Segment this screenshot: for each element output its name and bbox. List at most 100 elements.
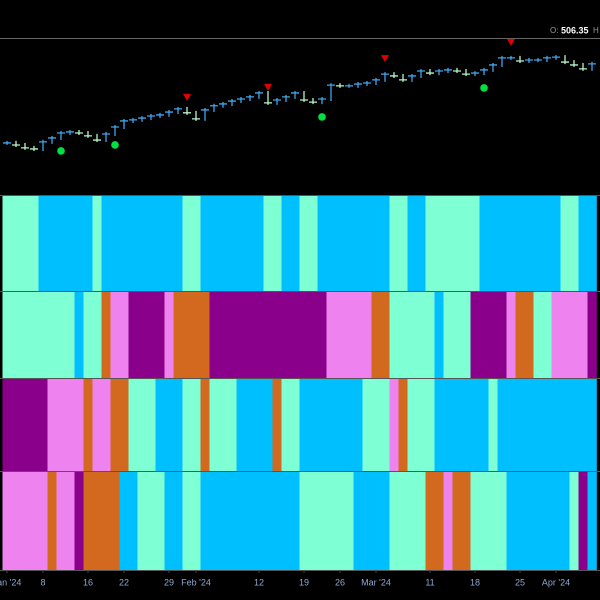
signal-band [29, 472, 39, 570]
price-bar [543, 55, 551, 62]
signal-band [137, 196, 147, 291]
signal-band [92, 292, 102, 378]
signal-band [92, 472, 102, 570]
signal-band [389, 292, 399, 378]
signal-band [29, 379, 39, 471]
signal-band [398, 292, 408, 378]
signal-band [380, 292, 390, 378]
signal-band [146, 379, 156, 471]
signal-band [452, 472, 462, 570]
signal-band [380, 379, 390, 471]
signal-band [101, 472, 111, 570]
signal-band [137, 379, 147, 471]
price-bar [390, 72, 398, 78]
signal-band [335, 472, 345, 570]
signal-band [83, 196, 93, 291]
signal-band [218, 379, 228, 471]
signal-band [20, 472, 30, 570]
signal-band [434, 292, 444, 378]
signal-band [227, 379, 237, 471]
price-bar [372, 77, 380, 86]
signal-band [83, 292, 93, 378]
price-bar [471, 71, 479, 77]
signal-band [551, 379, 561, 471]
signal-band [389, 379, 399, 471]
signal-band [83, 379, 93, 471]
x-tick-label: Mar '24 [361, 577, 391, 587]
signal-band [569, 472, 579, 570]
signal-band [542, 292, 552, 378]
signal-band [506, 379, 516, 471]
signal-band [362, 292, 372, 378]
signal-band [65, 379, 75, 471]
sell-signal [264, 83, 272, 91]
signal-band [92, 379, 102, 471]
signal-band [299, 292, 309, 378]
signal-band [578, 196, 588, 291]
signal-band [407, 292, 417, 378]
signal-band [191, 472, 201, 570]
price-bar [39, 139, 47, 151]
signal-band [569, 379, 579, 471]
signal-band [371, 379, 381, 471]
price-bar [435, 68, 443, 76]
x-tick-label: 29 [164, 577, 174, 587]
signal-band [317, 379, 327, 471]
price-bar [588, 61, 596, 71]
price-bar [318, 96, 326, 105]
price-bar [66, 129, 74, 135]
signal-band [371, 472, 381, 570]
signal-band [29, 196, 39, 291]
signal-band [470, 379, 480, 471]
signal-band [236, 472, 246, 570]
signal-band [182, 196, 192, 291]
signal-band [533, 472, 543, 570]
signal-band [164, 379, 174, 471]
signal-band [443, 292, 453, 378]
signal-band [488, 472, 498, 570]
signal-band [155, 196, 165, 291]
signal-band [461, 292, 471, 378]
signal-band [245, 379, 255, 471]
signal-band [236, 379, 246, 471]
signal-band [443, 196, 453, 291]
signal-band [182, 472, 192, 570]
signal-band [65, 472, 75, 570]
price-bar [399, 73, 407, 82]
signal-band [560, 379, 570, 471]
signal-band [38, 379, 48, 471]
signal-band [101, 292, 111, 378]
signal-band [560, 196, 570, 291]
signal-band [38, 472, 48, 570]
signal-band [146, 292, 156, 378]
signal-band [245, 472, 255, 570]
x-tick-label: 26 [335, 577, 345, 587]
price-bar [93, 133, 101, 143]
signal-band [290, 292, 300, 378]
price-bar [174, 106, 182, 115]
signal-band [353, 196, 363, 291]
price-bar [273, 98, 281, 105]
signal-band [47, 379, 57, 471]
price-bar [327, 83, 335, 101]
signal-band [578, 472, 588, 570]
signal-band [11, 292, 21, 378]
signal-band [56, 472, 66, 570]
signal-band [74, 472, 84, 570]
signal-band [254, 292, 264, 378]
signal-band [110, 196, 120, 291]
signal-band [209, 379, 219, 471]
price-bar [147, 113, 155, 121]
signal-band [425, 472, 435, 570]
price-bar [534, 57, 542, 62]
signal-band [506, 196, 516, 291]
signal-band [299, 472, 309, 570]
signal-band [506, 472, 516, 570]
signal-band [479, 379, 489, 471]
price-bar [300, 90, 308, 103]
signal-band [407, 472, 417, 570]
signal-band [164, 196, 174, 291]
signal-band [155, 472, 165, 570]
price-bar [282, 94, 290, 103]
